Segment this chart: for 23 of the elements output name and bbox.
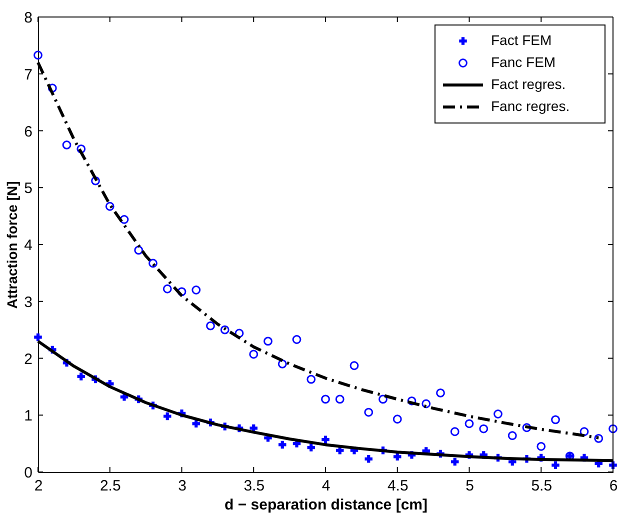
legend-label: Fanc FEM — [491, 54, 556, 70]
y-tick-label: 0 — [24, 464, 32, 482]
y-tick-label: 4 — [24, 237, 32, 254]
y-axis-title: Attraction force [N] — [4, 181, 20, 309]
y-tick-label: 5 — [24, 180, 32, 198]
x-tick-label: 5.5 — [531, 478, 552, 494]
y-tick-label: 1 — [24, 408, 32, 425]
x-tick-label: 3.5 — [244, 478, 265, 494]
y-tick-label: 6 — [24, 123, 32, 140]
y-tick-label: 3 — [24, 294, 32, 311]
y-tick-label: 2 — [24, 350, 32, 368]
x-tick-label: 2.5 — [100, 478, 121, 494]
y-tick-label: 7 — [24, 66, 32, 84]
x-tick-label: 4 — [322, 478, 330, 494]
x-axis-title: d − separation distance [cm] — [224, 496, 428, 514]
x-tick-label: 3 — [178, 478, 186, 494]
legend-label: Fact regres. — [491, 76, 566, 92]
x-tick-label: 4.5 — [387, 478, 408, 494]
x-tick-label: 5 — [466, 478, 474, 494]
legend-label: Fanc regres. — [491, 98, 570, 114]
legend-label: Fact FEM — [491, 32, 552, 48]
y-tick-label: 8 — [24, 10, 32, 26]
x-tick-label: 6 — [609, 478, 618, 494]
